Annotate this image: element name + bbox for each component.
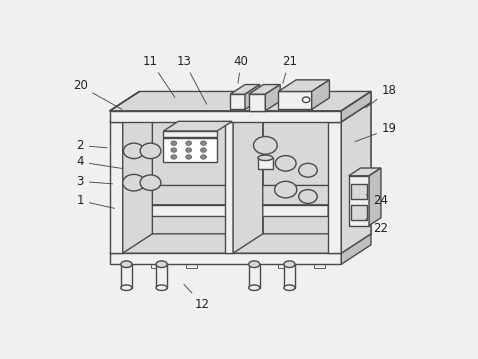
Circle shape bbox=[185, 141, 192, 145]
Bar bbox=[328, 122, 341, 253]
Circle shape bbox=[275, 155, 296, 171]
Text: 13: 13 bbox=[176, 55, 206, 104]
Text: 19: 19 bbox=[355, 122, 397, 141]
Polygon shape bbox=[110, 234, 371, 253]
Polygon shape bbox=[265, 84, 280, 111]
Polygon shape bbox=[140, 103, 152, 234]
Circle shape bbox=[303, 97, 310, 103]
Ellipse shape bbox=[284, 285, 295, 290]
Bar bbox=[225, 122, 233, 253]
Ellipse shape bbox=[121, 261, 132, 267]
Text: 2: 2 bbox=[76, 139, 107, 152]
Text: 40: 40 bbox=[234, 55, 249, 83]
Circle shape bbox=[123, 174, 145, 191]
Bar bbox=[163, 139, 217, 162]
Circle shape bbox=[171, 148, 177, 152]
Polygon shape bbox=[110, 103, 152, 122]
Polygon shape bbox=[278, 80, 329, 92]
Ellipse shape bbox=[249, 285, 260, 290]
Polygon shape bbox=[312, 80, 329, 109]
Polygon shape bbox=[110, 92, 371, 111]
Bar bbox=[249, 264, 260, 288]
Polygon shape bbox=[358, 103, 371, 234]
Circle shape bbox=[201, 148, 206, 152]
Ellipse shape bbox=[249, 261, 260, 267]
Ellipse shape bbox=[258, 155, 273, 160]
Polygon shape bbox=[233, 103, 263, 253]
Ellipse shape bbox=[121, 285, 132, 290]
Text: 12: 12 bbox=[184, 284, 210, 311]
Text: 18: 18 bbox=[366, 84, 397, 108]
Polygon shape bbox=[341, 92, 371, 122]
Bar bbox=[314, 245, 325, 269]
Ellipse shape bbox=[278, 242, 290, 248]
Text: 24: 24 bbox=[366, 194, 388, 207]
Bar bbox=[156, 264, 167, 288]
Text: 4: 4 bbox=[76, 155, 122, 168]
Circle shape bbox=[171, 155, 177, 159]
Bar bbox=[110, 253, 341, 264]
Text: 20: 20 bbox=[73, 79, 122, 109]
Circle shape bbox=[123, 143, 144, 159]
Bar bbox=[110, 111, 341, 122]
Ellipse shape bbox=[185, 242, 197, 248]
Polygon shape bbox=[341, 234, 371, 264]
Bar bbox=[121, 264, 132, 288]
Text: 3: 3 bbox=[76, 175, 112, 188]
Polygon shape bbox=[341, 103, 371, 253]
Ellipse shape bbox=[151, 242, 162, 248]
Ellipse shape bbox=[284, 261, 295, 267]
Polygon shape bbox=[249, 84, 280, 94]
Ellipse shape bbox=[314, 242, 325, 248]
Circle shape bbox=[185, 155, 192, 159]
Circle shape bbox=[299, 163, 317, 177]
Text: 1: 1 bbox=[76, 194, 114, 208]
Bar bbox=[151, 245, 162, 269]
Circle shape bbox=[185, 148, 192, 152]
Bar bbox=[110, 122, 123, 253]
Circle shape bbox=[140, 143, 161, 159]
Polygon shape bbox=[123, 186, 358, 205]
Polygon shape bbox=[328, 186, 358, 216]
Polygon shape bbox=[245, 84, 260, 109]
Bar bbox=[278, 92, 312, 109]
Polygon shape bbox=[163, 121, 232, 131]
Bar bbox=[350, 184, 367, 199]
Polygon shape bbox=[369, 168, 381, 225]
Text: 22: 22 bbox=[366, 219, 388, 235]
Polygon shape bbox=[140, 92, 371, 234]
Bar bbox=[350, 205, 367, 220]
Polygon shape bbox=[230, 84, 260, 94]
Bar bbox=[258, 158, 273, 169]
Bar bbox=[284, 264, 295, 288]
Polygon shape bbox=[254, 103, 263, 234]
Circle shape bbox=[201, 141, 206, 145]
Polygon shape bbox=[349, 168, 381, 176]
Circle shape bbox=[253, 136, 277, 154]
Circle shape bbox=[201, 155, 206, 159]
Bar bbox=[230, 94, 245, 109]
Ellipse shape bbox=[156, 285, 167, 290]
Circle shape bbox=[140, 175, 161, 190]
Polygon shape bbox=[328, 103, 371, 122]
Text: 11: 11 bbox=[143, 55, 175, 97]
Bar bbox=[163, 131, 217, 137]
Circle shape bbox=[171, 141, 177, 145]
Circle shape bbox=[274, 181, 297, 198]
Bar bbox=[123, 205, 328, 216]
Polygon shape bbox=[123, 103, 152, 253]
Bar bbox=[185, 245, 197, 269]
Bar bbox=[249, 94, 265, 111]
Bar bbox=[349, 176, 369, 225]
Bar bbox=[278, 245, 289, 269]
Circle shape bbox=[299, 190, 317, 204]
Ellipse shape bbox=[156, 261, 167, 267]
Text: 21: 21 bbox=[282, 55, 297, 83]
